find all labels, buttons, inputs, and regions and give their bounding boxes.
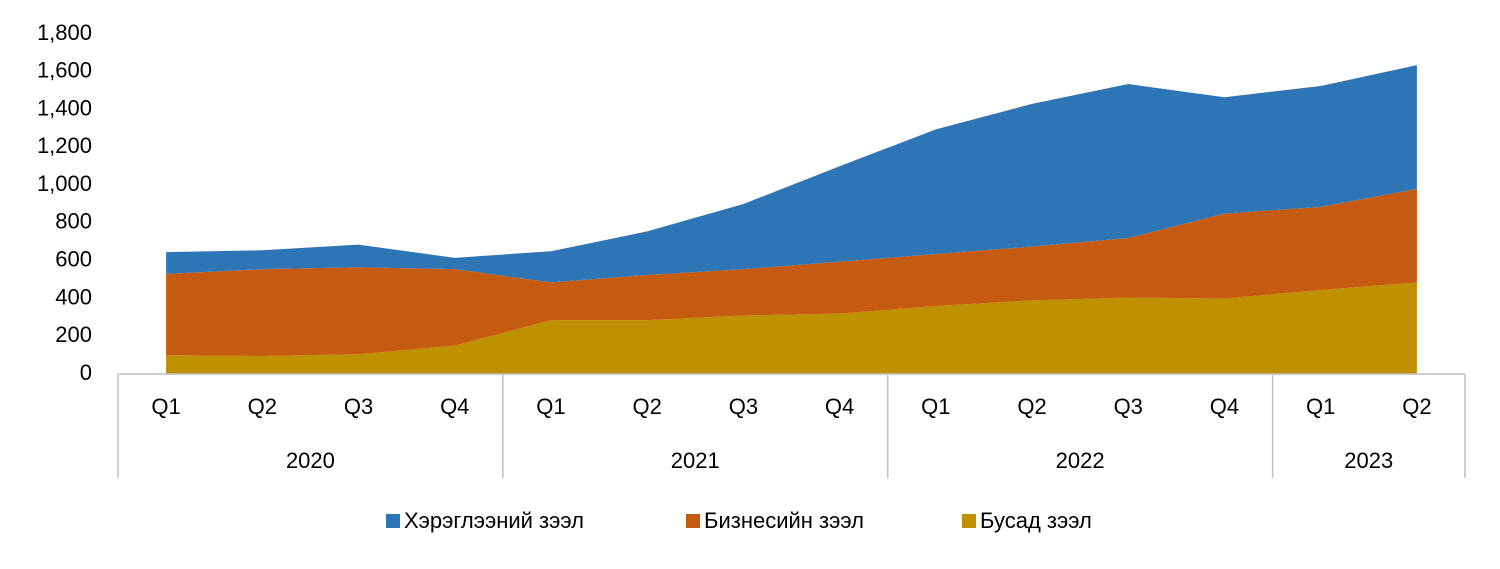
y-tick-label: 600 [55, 246, 92, 271]
x-tick-label: Q2 [1402, 394, 1431, 419]
legend-swatch [386, 514, 400, 528]
x-tick-label: Q3 [729, 394, 758, 419]
x-tick-label: Q3 [1114, 394, 1143, 419]
y-tick-label: 1,800 [37, 20, 92, 45]
x-tick-label: Q4 [440, 394, 469, 419]
x-tick-label: Q4 [825, 394, 854, 419]
year-label: 2023 [1344, 448, 1393, 473]
x-tick-label: Q1 [536, 394, 565, 419]
legend-swatch [686, 514, 700, 528]
y-tick-label: 200 [55, 322, 92, 347]
legend-swatch [962, 514, 976, 528]
y-tick-label: 1,000 [37, 171, 92, 196]
x-tick-label: Q1 [1306, 394, 1335, 419]
area [166, 188, 1417, 357]
y-tick-label: 0 [80, 360, 92, 385]
x-tick-label: Q2 [248, 394, 277, 419]
y-tick-label: 400 [55, 284, 92, 309]
area [166, 65, 1417, 283]
y-tick-label: 800 [55, 209, 92, 234]
y-tick-label: 1,600 [37, 58, 92, 83]
year-label: 2022 [1056, 448, 1105, 473]
year-label: 2020 [286, 448, 335, 473]
legend-label: Бизнесийн зээл [704, 508, 864, 533]
year-label: 2021 [671, 448, 720, 473]
x-tick-label: Q2 [632, 394, 661, 419]
x-tick-label: Q3 [344, 394, 373, 419]
legend-label: Хэрэглээний зээл [404, 508, 584, 533]
y-tick-label: 1,200 [37, 133, 92, 158]
x-tick-label: Q2 [1017, 394, 1046, 419]
y-tick-label: 1,400 [37, 95, 92, 120]
legend-label: Бусад зээл [980, 508, 1092, 533]
x-tick-label: Q1 [151, 394, 180, 419]
x-tick-label: Q4 [1210, 394, 1239, 419]
x-tick-label: Q1 [921, 394, 950, 419]
area [166, 282, 1417, 374]
